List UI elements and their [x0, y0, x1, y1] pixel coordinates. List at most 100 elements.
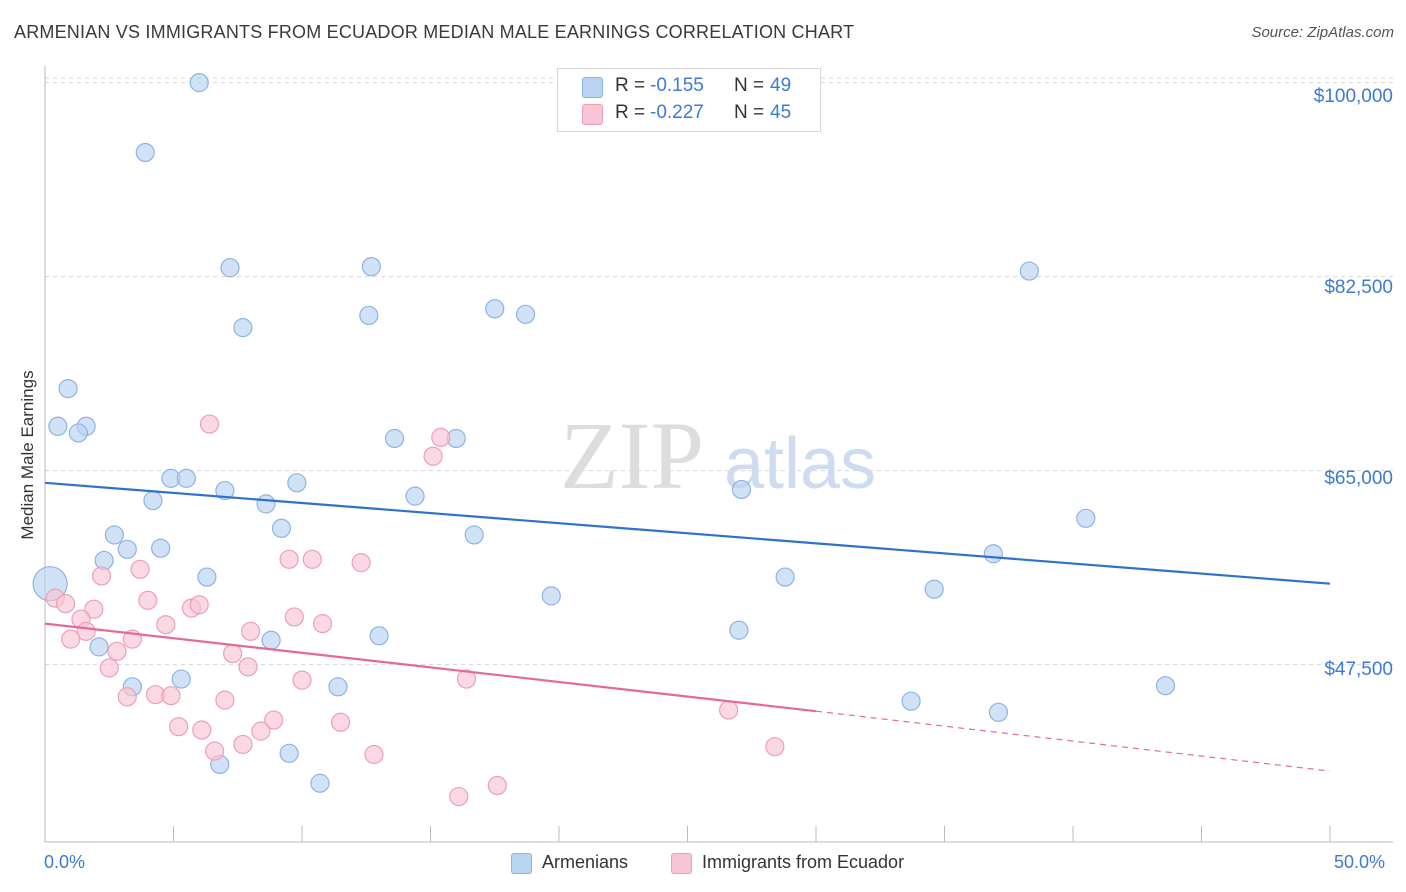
ecuador-trend-extension: [815, 710, 1331, 772]
ecuador-point: [279, 549, 299, 569]
legend-n-value: 49: [770, 75, 792, 96]
grid-lines: [45, 77, 1393, 666]
bottom-legend-armenians: Armenians: [542, 852, 629, 872]
armenians-point: [176, 468, 196, 488]
legend-r-label: R =: [615, 75, 646, 96]
data-points: [32, 73, 1176, 807]
armenians-point: [89, 637, 109, 657]
armenians-point: [988, 702, 1009, 722]
y-tick-label: $100,000: [1313, 86, 1393, 107]
armenians-point: [58, 378, 78, 399]
armenians-point: [287, 473, 307, 493]
ecuador-point: [351, 553, 371, 573]
ecuador-point: [449, 786, 469, 807]
ecuador-point: [99, 658, 119, 678]
armenians-point: [901, 691, 921, 711]
armenians-point: [256, 494, 276, 514]
armenians-point: [485, 299, 505, 319]
armenians-point: [48, 416, 68, 436]
armenians-point: [384, 428, 405, 449]
armenians-point: [983, 544, 1003, 564]
ecuador-point: [264, 710, 284, 730]
ecuador-point: [91, 566, 112, 586]
armenians-point: [220, 258, 240, 278]
ecuador-point: [199, 414, 220, 434]
ecuador-point: [302, 549, 322, 569]
armenians-point: [729, 620, 749, 640]
armenians-point: [515, 304, 536, 324]
armenians-point: [369, 626, 389, 646]
legend-n-value: 45: [770, 102, 792, 123]
armenians-point: [197, 567, 217, 587]
bottom-legend-swatch-armenians: [511, 853, 532, 874]
ecuador-point: [189, 595, 209, 615]
source-label: Source: ZipAtlas.com: [1251, 24, 1394, 41]
ecuador-point: [192, 720, 212, 740]
ecuador-point: [215, 690, 235, 710]
legend-row-ecuador: R = -0.227 N = 45: [558, 101, 820, 127]
legend-n-label: N =: [734, 102, 765, 123]
ecuador-point: [330, 712, 351, 732]
armenians-point: [359, 305, 379, 326]
ecuador-point: [423, 446, 443, 466]
armenians-point: [215, 480, 235, 501]
armenians-trend-line: [44, 481, 1331, 585]
ecuador-point: [61, 629, 81, 649]
armenians-point: [151, 538, 171, 558]
armenians-point: [1019, 261, 1039, 281]
ecuador-point: [364, 744, 384, 765]
armenians-point: [135, 142, 155, 163]
legend-swatch-pink: [582, 104, 603, 125]
ecuador-point: [55, 594, 76, 614]
ecuador-point: [138, 590, 158, 610]
legend-row-armenians: R = -0.155 N = 49: [558, 74, 820, 100]
ecuador-point: [233, 734, 253, 755]
ecuador-point: [251, 721, 271, 741]
armenians-point: [541, 586, 561, 606]
armenians-point: [731, 479, 752, 500]
ecuador-point: [205, 741, 225, 761]
armenians-point: [924, 579, 944, 599]
armenians-point: [233, 318, 253, 338]
legend-r-label: R =: [615, 102, 646, 123]
armenians-point: [68, 423, 89, 443]
armenians-point: [405, 486, 425, 506]
ecuador-point: [431, 427, 451, 447]
ecuador-point: [456, 669, 477, 689]
armenians-point: [310, 773, 330, 793]
armenians-point: [171, 669, 191, 689]
y-tick-label: $47,500: [1324, 659, 1393, 680]
armenians-point: [1076, 508, 1096, 528]
legend-r-value: -0.155: [650, 75, 704, 96]
armenians-point: [271, 518, 292, 538]
bottom-legend-ecuador: Immigrants from Ecuador: [702, 852, 905, 872]
ecuador-point: [156, 615, 176, 635]
armenians-point: [261, 630, 281, 650]
ecuador-point: [84, 599, 104, 619]
legend-swatch-blue: [582, 77, 603, 98]
y-tick-label: $65,000: [1324, 468, 1393, 489]
x-tick-label: 0.0%: [44, 852, 86, 872]
armenians-point: [143, 490, 163, 511]
x-tick-label: 50.0%: [1334, 852, 1386, 872]
armenians-point: [1155, 676, 1176, 696]
armenians-point: [328, 677, 348, 697]
trend-lines: [44, 481, 1331, 772]
ecuador-point: [169, 717, 189, 737]
y-tick-label: $82,500: [1324, 277, 1393, 298]
legend-r-value: -0.227: [650, 102, 704, 123]
y-axis-label: Median Male Earnings: [18, 370, 37, 540]
axes: [44, 66, 1393, 843]
ecuador-point: [241, 621, 261, 641]
armenians-point: [117, 539, 137, 559]
armenians-point: [279, 743, 299, 763]
ecuador-point: [719, 700, 739, 720]
chart-title: ARMENIAN VS IMMIGRANTS FROM ECUADOR MEDI…: [14, 22, 855, 42]
ecuador-point: [292, 670, 312, 690]
ecuador-point: [487, 775, 507, 796]
ecuador-point: [284, 607, 304, 627]
armenians-point: [189, 73, 209, 93]
ecuador-point: [117, 687, 137, 707]
legend-n-label: N =: [734, 75, 765, 96]
